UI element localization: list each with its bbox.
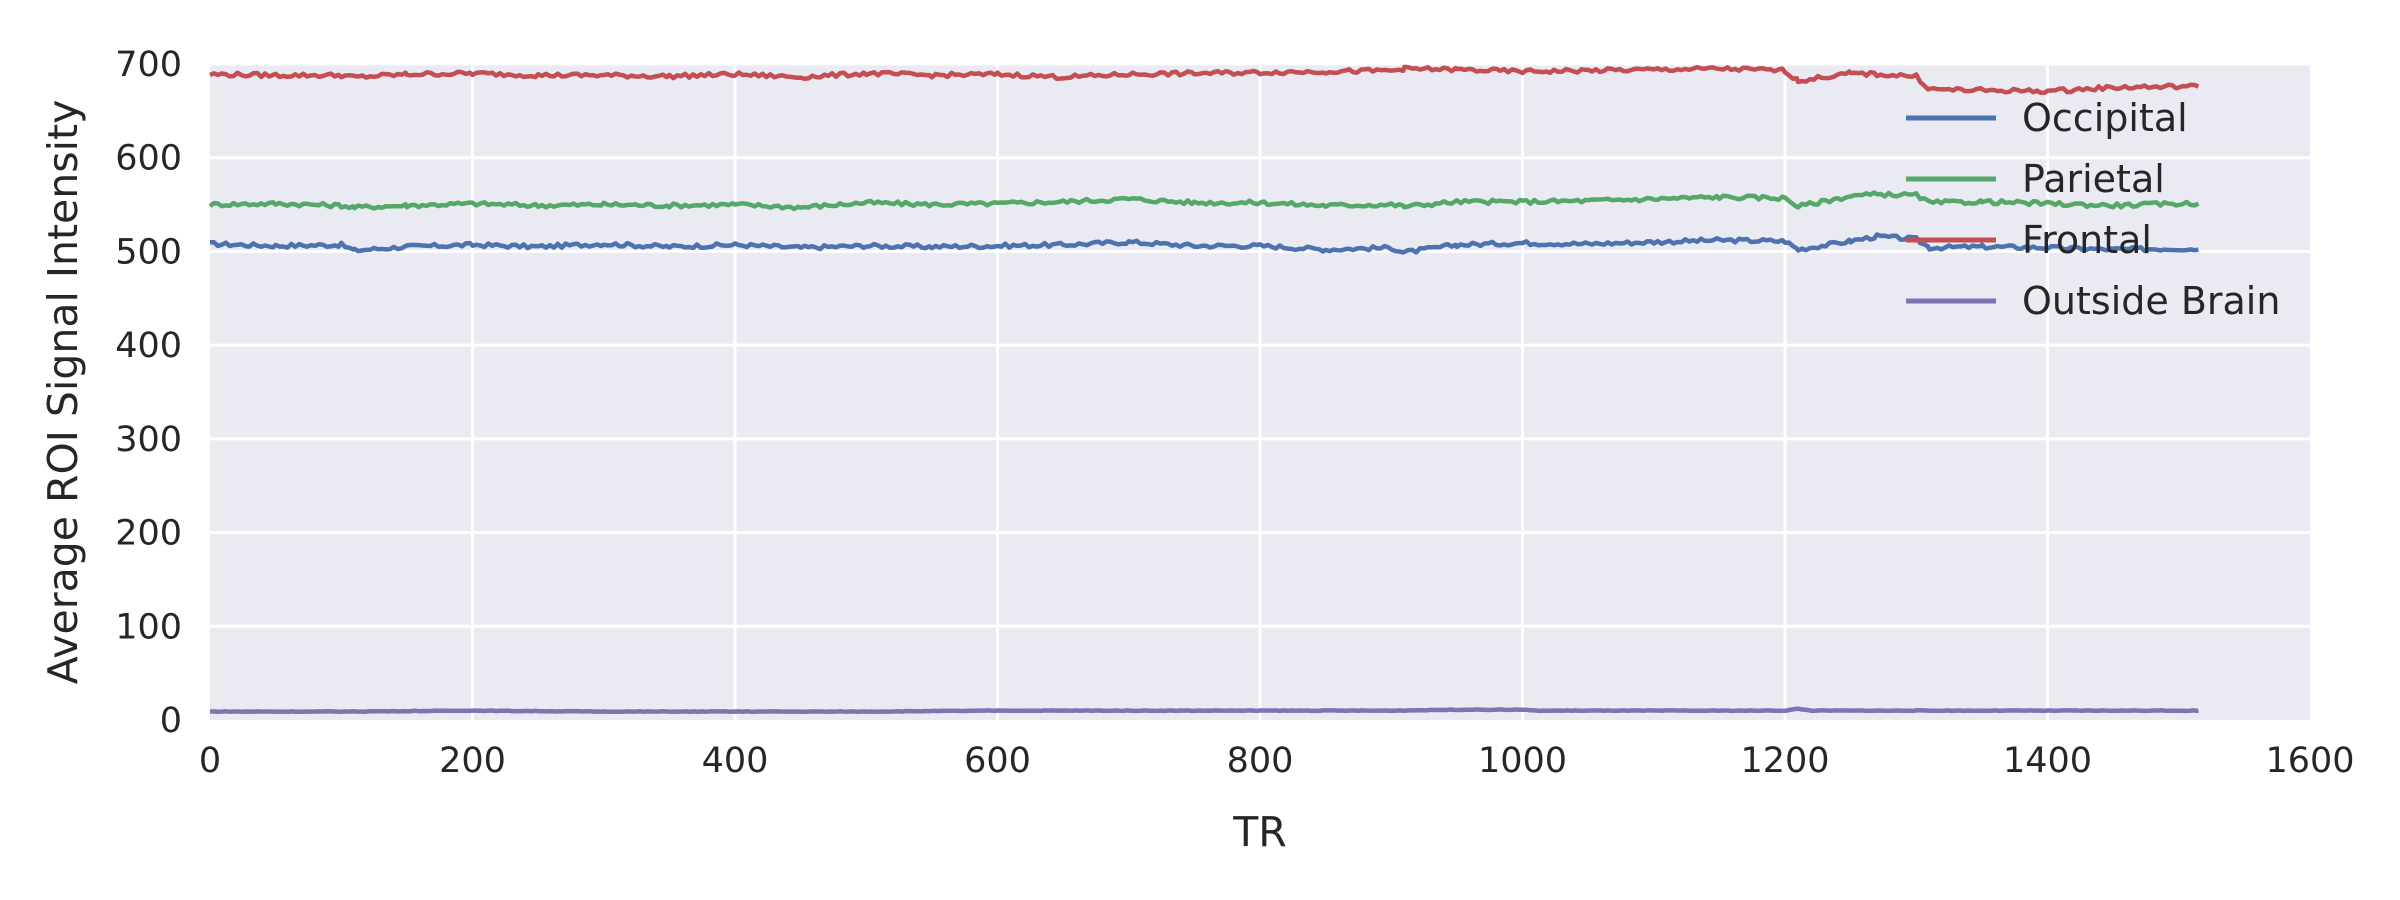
x-tick-label: 1000 xyxy=(1478,741,1567,781)
x-tick-label: 1200 xyxy=(1740,741,1829,781)
y-tick-label: 100 xyxy=(115,607,182,647)
legend: Occipital Parietal Frontal Outside Brain xyxy=(1906,96,2280,323)
legend-label: Occipital xyxy=(2022,96,2188,140)
series-line-parietal xyxy=(208,190,2200,212)
legend-label: Outside Brain xyxy=(2022,279,2280,323)
x-tick-label: 1600 xyxy=(2265,741,2354,781)
x-tick-label: 200 xyxy=(439,741,506,781)
series-line-outside-brain xyxy=(210,706,2200,715)
x-axis-title: TR xyxy=(1232,808,1287,856)
y-tick-label: 600 xyxy=(115,139,182,179)
grid xyxy=(210,62,2310,720)
y-tick-label: 300 xyxy=(115,420,182,460)
y-tick-label: 0 xyxy=(160,701,182,741)
y-axis-title: Average ROI Signal Intensity xyxy=(39,100,87,685)
series-line-occipital xyxy=(210,232,2199,255)
y-tick-label: 700 xyxy=(115,45,182,85)
x-tick-label: 0 xyxy=(199,741,221,781)
legend-label: Frontal xyxy=(2022,218,2152,262)
y-tick-label: 400 xyxy=(115,326,182,366)
x-tick-label: 400 xyxy=(702,741,769,781)
y-tick-label: 200 xyxy=(115,514,182,554)
x-tick-label: 1400 xyxy=(2003,741,2092,781)
series-lines xyxy=(208,64,2200,715)
series-line-frontal xyxy=(209,64,2200,96)
x-tick-label: 600 xyxy=(964,741,1031,781)
axis-ticks: 0 200 400 600 800 1000 1200 1400 1600 0 100 200 300 4… xyxy=(115,45,2354,781)
y-tick-label: 500 xyxy=(115,232,182,272)
x-tick-label: 800 xyxy=(1227,741,1294,781)
legend-label: Parietal xyxy=(2022,157,2165,201)
